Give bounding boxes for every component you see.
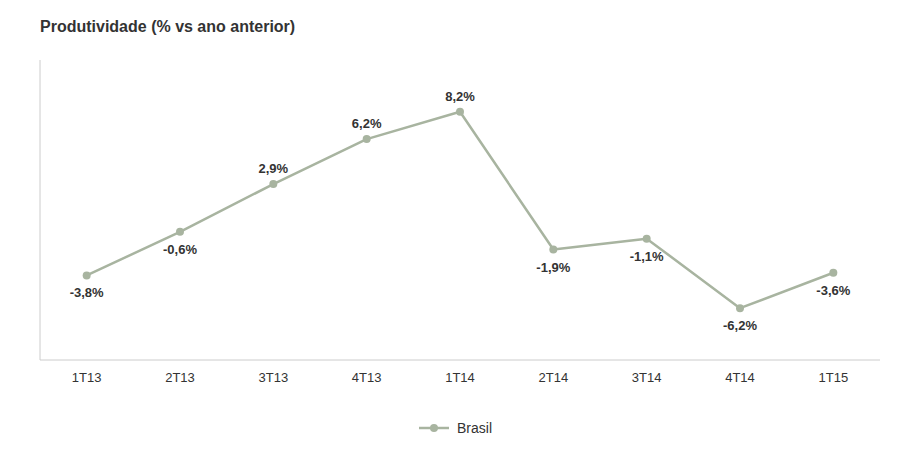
y-axis-line: [40, 60, 41, 360]
marker: [829, 269, 837, 277]
legend-label: Brasil: [457, 420, 492, 436]
data-label: -6,2%: [723, 318, 757, 333]
x-tick-label: 3T13: [259, 370, 289, 385]
x-tick-label: 1T15: [819, 370, 849, 385]
data-label: -1,9%: [536, 260, 570, 275]
data-labels: -3,8% -0,6% 2,9% 6,2% 8,2% -1,9% -1,1% -6,2% -3,…: [70, 89, 851, 333]
data-label: 8,2%: [445, 89, 475, 104]
x-tick-label: 4T13: [352, 370, 382, 385]
data-label: 2,9%: [259, 161, 289, 176]
data-label: -0,6%: [163, 242, 197, 257]
x-tick-label: 1T13: [72, 370, 102, 385]
legend-marker: [430, 424, 438, 432]
data-label: 6,2%: [352, 116, 382, 131]
data-label: -3,6%: [816, 283, 850, 298]
marker: [456, 108, 464, 116]
line: [87, 112, 834, 308]
data-label: -3,8%: [70, 285, 104, 300]
x-tick-label: 2T14: [539, 370, 569, 385]
x-tick-label: 3T14: [632, 370, 662, 385]
marker: [643, 235, 651, 243]
marker: [83, 271, 91, 279]
legend: Brasil: [419, 420, 492, 436]
marker: [549, 246, 557, 254]
title: Produtividade (% vs ano anterior): [40, 18, 295, 35]
marker: [736, 304, 744, 312]
x-tick-label: 2T13: [165, 370, 195, 385]
x-tick-label: 1T14: [445, 370, 475, 385]
marker: [176, 228, 184, 236]
x-axis-line: [40, 360, 880, 361]
x-tick-label: 4T14: [725, 370, 755, 385]
plot-area: [83, 108, 838, 312]
chart-container: Produtividade (% vs ano anterior) 1T13 2T1…: [0, 0, 911, 469]
marker: [363, 135, 371, 143]
chart: Produtividade (% vs ano anterior) 1T13 2T1…: [0, 0, 911, 469]
marker: [269, 180, 277, 188]
data-label: -1,1%: [630, 249, 664, 264]
